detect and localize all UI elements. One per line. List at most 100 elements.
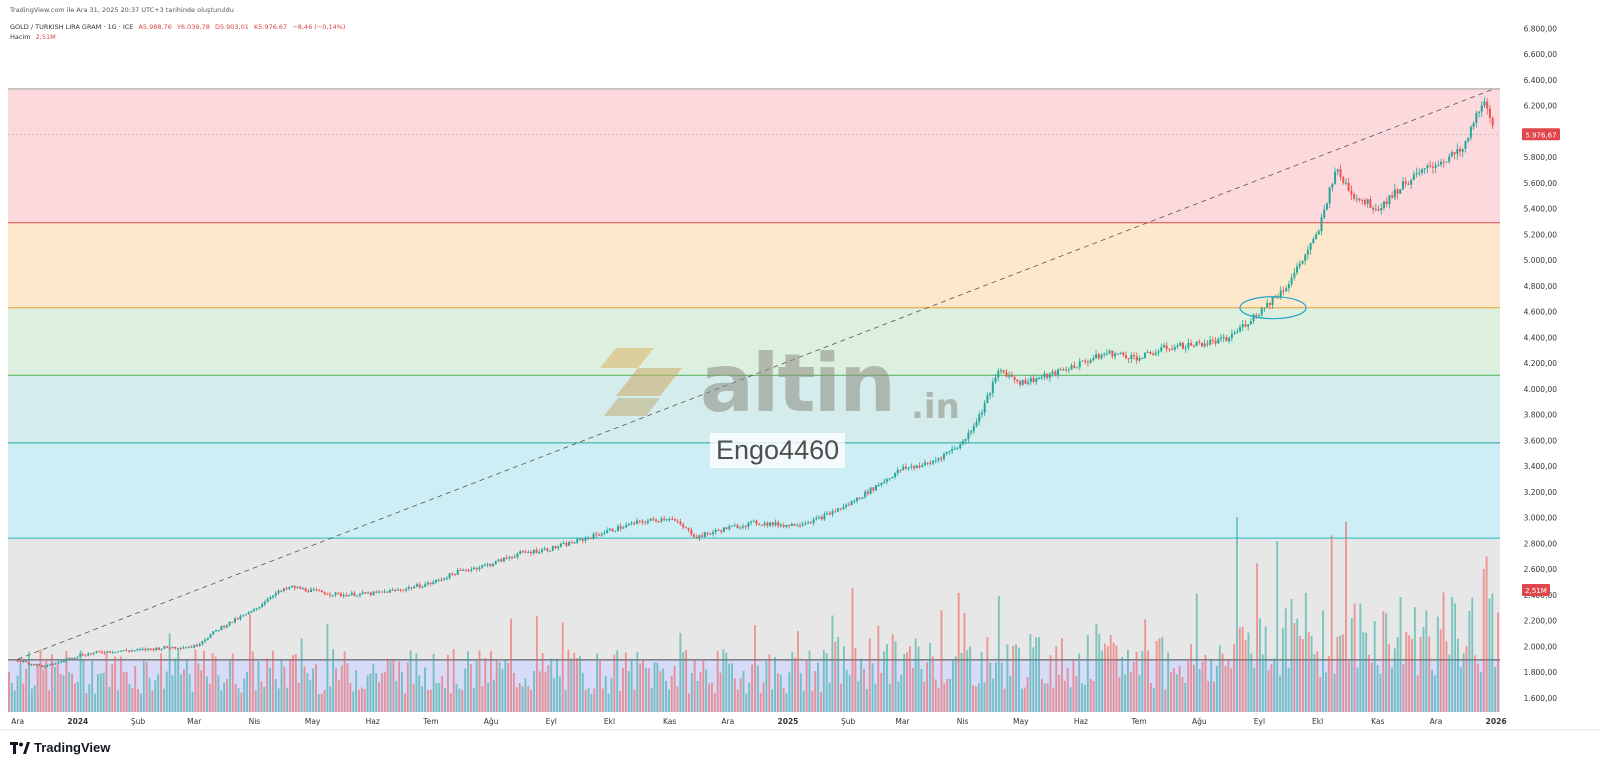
candle-body bbox=[296, 587, 299, 589]
candle-body bbox=[1095, 354, 1098, 359]
candle-body bbox=[1249, 321, 1252, 325]
volume-bar bbox=[817, 662, 820, 712]
volume-bar bbox=[1250, 653, 1253, 712]
volume-bar bbox=[710, 682, 713, 712]
volume-bar bbox=[733, 678, 736, 712]
volume-bar bbox=[797, 631, 799, 712]
volume-bar bbox=[897, 681, 900, 712]
candle-body bbox=[587, 537, 590, 539]
volume-bar bbox=[1256, 563, 1259, 712]
symbol-legend[interactable]: GOLD / TURKISH LIRA GRAM · 1G · ICE A5.9… bbox=[10, 23, 345, 31]
candle-body bbox=[915, 465, 918, 469]
volume-bar bbox=[894, 641, 897, 712]
volume-legend[interactable]: Hacim 2,51M bbox=[10, 33, 56, 41]
volume-bar bbox=[1290, 598, 1293, 712]
volume-bar bbox=[670, 675, 673, 712]
volume-bar bbox=[461, 689, 464, 712]
candle-body bbox=[1220, 337, 1223, 339]
volume-bar bbox=[183, 669, 185, 712]
candle-body bbox=[1152, 353, 1155, 355]
candle-body bbox=[111, 652, 114, 654]
x-tick-label: Mar bbox=[895, 717, 910, 726]
volume-bar bbox=[1204, 654, 1207, 712]
volume-bar bbox=[1356, 667, 1359, 712]
volume-bar bbox=[1342, 634, 1345, 712]
volume-bar bbox=[1347, 661, 1350, 712]
candle-body bbox=[1377, 209, 1380, 211]
volume-bar bbox=[903, 654, 906, 712]
symbol-name[interactable]: GOLD / TURKISH LIRA GRAM · 1G · ICE bbox=[10, 23, 134, 31]
volume-bar bbox=[1442, 592, 1445, 712]
volume-bar bbox=[432, 653, 435, 712]
volume-bar bbox=[1485, 556, 1488, 712]
price-zone bbox=[8, 307, 1500, 376]
volume-bar bbox=[644, 667, 647, 712]
ohlc-open: A5.988,76 bbox=[138, 23, 172, 31]
volume-bar bbox=[151, 690, 154, 712]
candle-body bbox=[1203, 343, 1206, 347]
candle-body bbox=[46, 664, 49, 667]
candle-body bbox=[266, 599, 269, 603]
volume-bar bbox=[688, 693, 690, 712]
candle-body bbox=[144, 648, 147, 651]
volume-bar bbox=[303, 666, 306, 712]
volume-bar bbox=[277, 688, 280, 712]
candle-body bbox=[326, 594, 329, 596]
volume-bar bbox=[122, 671, 125, 712]
candle-body bbox=[1287, 284, 1290, 289]
volume-bar bbox=[1112, 642, 1115, 712]
candle-body bbox=[937, 458, 940, 461]
volume-bar bbox=[627, 671, 630, 712]
candle-body bbox=[562, 542, 565, 545]
candle-body bbox=[828, 513, 831, 515]
volume-bar bbox=[1416, 675, 1419, 712]
y-tick-label: 3.800,00 bbox=[1524, 411, 1558, 420]
volume-bar bbox=[481, 686, 484, 712]
volume-bar bbox=[544, 672, 547, 712]
volume-bar bbox=[1015, 644, 1017, 712]
candle-body bbox=[1399, 189, 1402, 194]
volume-bar bbox=[337, 680, 340, 712]
volume-bar bbox=[363, 688, 366, 712]
candle-body bbox=[611, 528, 614, 532]
candle-body bbox=[1057, 369, 1060, 376]
candle-body bbox=[804, 523, 807, 525]
x-tick-label: Şub bbox=[131, 717, 146, 726]
volume-bar bbox=[157, 674, 160, 712]
candle-body bbox=[62, 660, 65, 662]
candle-body bbox=[589, 537, 592, 539]
volume-bar bbox=[300, 638, 303, 712]
volume-bar bbox=[1451, 596, 1454, 712]
volume-bar bbox=[171, 675, 174, 712]
candle-body bbox=[1073, 365, 1076, 368]
candle-body bbox=[622, 527, 625, 529]
volume-bar bbox=[1287, 667, 1290, 712]
candle-body bbox=[603, 532, 606, 534]
volume-bar bbox=[1310, 635, 1313, 712]
candle-body bbox=[364, 592, 367, 594]
candle-body bbox=[809, 522, 812, 524]
volume-bar bbox=[96, 674, 99, 712]
candle-body bbox=[1268, 302, 1271, 306]
y-tick-label: 4.000,00 bbox=[1524, 385, 1558, 394]
price-zone bbox=[8, 88, 1500, 223]
candle-body bbox=[339, 593, 342, 597]
volume-bar bbox=[573, 652, 576, 712]
tradingview-brand[interactable]: TradingView bbox=[10, 740, 110, 755]
volume-bar bbox=[292, 655, 294, 712]
volume-bar bbox=[1003, 688, 1006, 712]
volume-bar bbox=[1178, 666, 1181, 712]
candle-body bbox=[236, 618, 239, 620]
volume-bar bbox=[145, 661, 148, 712]
candle-body bbox=[1157, 351, 1160, 353]
volume-bar bbox=[108, 687, 111, 712]
volume-bar bbox=[139, 693, 142, 712]
candle-body bbox=[1184, 347, 1187, 349]
volume-bar bbox=[622, 667, 624, 712]
candle-body bbox=[633, 522, 636, 524]
volume-bar bbox=[48, 690, 51, 712]
volume-bar bbox=[329, 686, 332, 712]
y-tick-label: 4.600,00 bbox=[1524, 308, 1558, 317]
volume-bar bbox=[1459, 667, 1462, 712]
volume-bar bbox=[1192, 664, 1195, 712]
